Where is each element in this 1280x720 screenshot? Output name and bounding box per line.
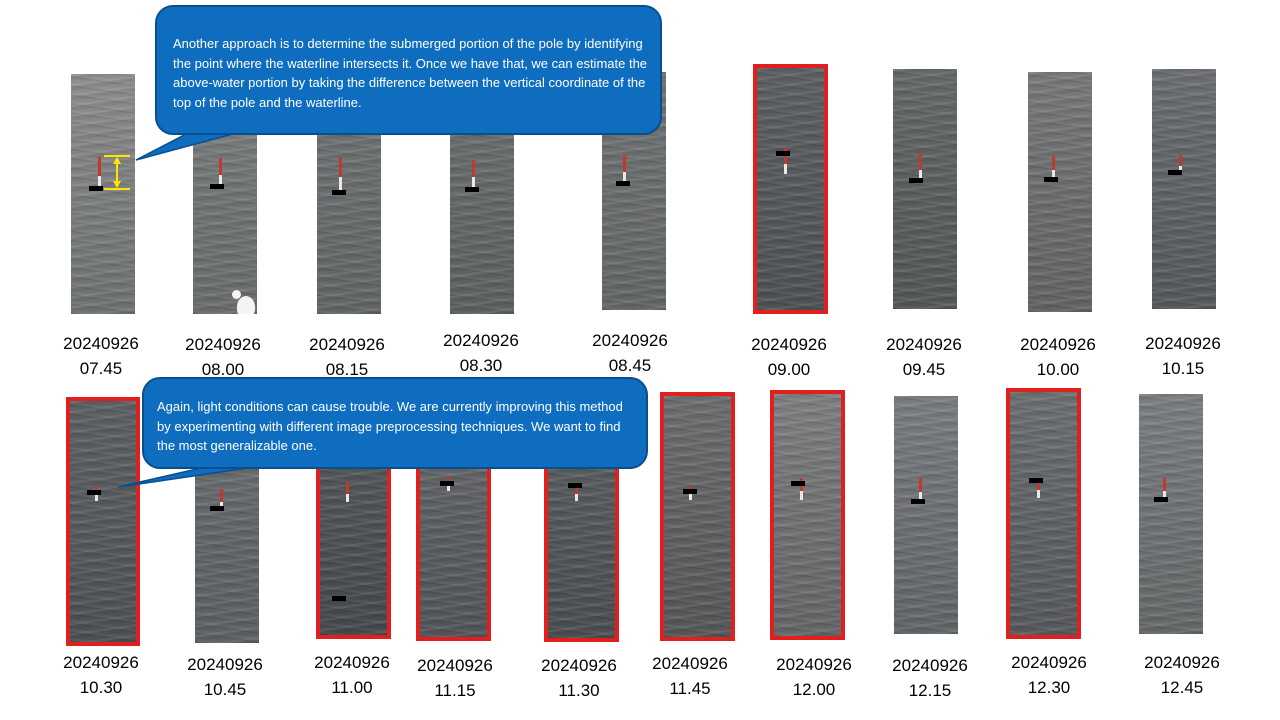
water-image-1015 [1152,69,1216,309]
pole [1163,478,1166,500]
egret-bird [232,290,255,314]
pole [1052,156,1055,180]
waterline-marker [89,186,103,191]
pole [1179,155,1182,173]
timestamp-label: 20240926 09.00 [751,335,827,379]
water-image-1145 [660,392,735,641]
pole [623,155,626,183]
waterline-marker [332,596,346,601]
timestamp-label: 20240926 08.00 [185,335,261,379]
pole [1037,478,1040,498]
waterline-marker [1168,170,1182,175]
water-image-0900 [753,64,828,314]
waterline-marker [1029,478,1043,483]
timestamp-label: 20240926 11.30 [541,656,617,700]
height-measure-bracket [104,155,130,190]
waterline-marker [210,184,224,189]
timestamp-label: 20240926 10.45 [187,655,263,699]
water-image-1000 [1028,72,1092,312]
timestamp-label: 20240926 08.15 [309,335,385,379]
timestamp-label: 20240926 12.00 [776,655,852,699]
waterline-marker [332,190,346,195]
timestamp-label: 20240926 11.00 [314,653,390,697]
timestamp-label: 20240926 07.45 [63,334,139,378]
pole [339,157,342,191]
callout-text: Again, light conditions can cause troubl… [157,399,623,453]
timestamp-label: 20240926 10.15 [1145,334,1221,378]
timestamp-label: 20240926 12.45 [1144,653,1220,697]
water-image-0945 [893,69,957,309]
callout-text: Another approach is to determine the sub… [173,36,648,110]
callout-waterline-approach: Another approach is to determine the sub… [155,5,662,135]
pole [575,483,578,501]
waterline-marker [911,499,925,504]
pole [98,157,101,189]
water-image-0745 [71,74,135,314]
pole [219,158,222,186]
water-image-1215 [894,396,958,634]
waterline-marker [791,481,805,486]
water-image-1030 [66,397,140,646]
pole [919,478,922,502]
water-image-1200 [770,390,845,640]
timestamp-label: 20240926 08.30 [443,331,519,375]
waterline-marker [1154,497,1168,502]
timestamp-label: 20240926 11.15 [417,656,493,700]
waterline-marker [776,151,790,156]
timestamp-label: 20240926 10.00 [1020,335,1096,379]
waterline-marker [210,506,224,511]
timestamp-label: 20240926 10.30 [63,653,139,697]
waterline-marker [465,187,479,192]
pole [346,482,349,502]
waterline-marker [683,489,697,494]
waterline-marker [568,483,582,488]
waterline-marker [1044,177,1058,182]
pole [472,160,475,188]
waterline-marker [616,181,630,186]
water-image-1230 [1006,388,1081,639]
water-image-1245 [1139,394,1203,634]
pole [919,153,922,181]
timestamp-label: 20240926 12.15 [892,656,968,700]
timestamp-label: 20240926 08.45 [592,331,668,375]
waterline-marker [909,178,923,183]
callout-light-conditions: Again, light conditions can cause troubl… [142,377,648,469]
timestamp-label: 20240926 11.45 [652,654,728,698]
waterline-marker [87,490,101,495]
timestamp-label: 20240926 12.30 [1011,653,1087,697]
timestamp-label: 20240926 09.45 [886,335,962,379]
waterline-marker [440,481,454,486]
